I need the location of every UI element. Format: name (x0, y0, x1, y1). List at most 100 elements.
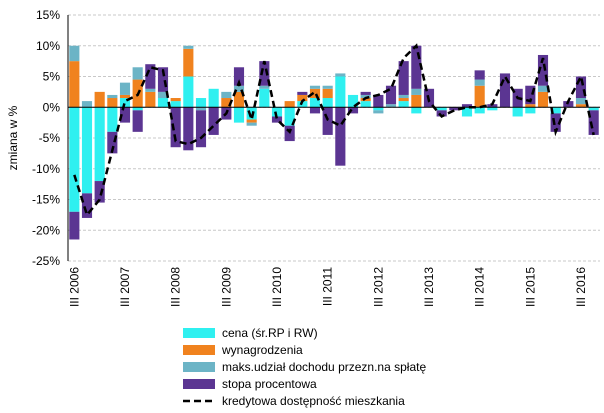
bar-segment (94, 181, 105, 203)
bar-segment (284, 107, 295, 126)
bar-segment (246, 107, 257, 120)
bar-segment (398, 101, 409, 108)
bar-segment (94, 107, 105, 182)
bar-segment (474, 70, 485, 80)
bar-segment (69, 61, 80, 108)
bar-segment (183, 48, 194, 77)
bar-segment (145, 64, 156, 89)
bar-segment (145, 91, 156, 108)
bar-segment (183, 45, 194, 49)
bar-segment (550, 107, 561, 114)
bar-segment (170, 101, 181, 108)
bar-segment (322, 107, 333, 135)
x-tick-label: III 2009 (219, 267, 233, 307)
bar-segment (588, 107, 599, 111)
bar-segment (183, 76, 194, 108)
y-tick-label: -25% (32, 254, 60, 268)
bar-segment (436, 110, 447, 117)
x-tick-label: III 2008 (169, 267, 183, 307)
bar-segment (208, 107, 219, 135)
legend-swatch (183, 345, 215, 355)
bar-segment (537, 85, 549, 92)
y-tick-label: 0% (43, 100, 61, 114)
bar-segment (525, 107, 536, 114)
bar-segment (284, 101, 295, 108)
bar-segment (373, 110, 384, 114)
bar-segment (246, 122, 257, 126)
y-axis-title: zmiana w % (6, 105, 20, 170)
bar-segment (107, 94, 118, 99)
bar-segment (411, 88, 422, 95)
legend-swatch (183, 328, 215, 338)
x-tick-label: III 2006 (67, 267, 81, 307)
bar-segment (107, 107, 118, 132)
bar-segment (487, 107, 498, 111)
bar-segment (132, 107, 143, 111)
bar-segment (550, 113, 561, 132)
bar-segment (233, 91, 245, 108)
bar-segment (373, 107, 384, 111)
bar-segment (271, 107, 283, 117)
bar-segment (233, 85, 245, 92)
bar-segment (322, 85, 333, 89)
bar-segment (474, 79, 485, 86)
bar-segment (360, 91, 371, 95)
bar-segment (183, 107, 194, 151)
bar-segment (575, 104, 587, 108)
bar-segment (499, 73, 511, 108)
bar-segment (246, 119, 257, 123)
bar-segment (157, 91, 169, 99)
bar-segment (474, 85, 485, 108)
bar-segment (170, 107, 181, 148)
bar-segment (335, 73, 346, 77)
bar-segment (347, 94, 359, 108)
legend-label: maks.udział dochodu przezn.na spłatę (222, 360, 426, 374)
y-tick-label: 5% (43, 70, 61, 84)
bar-segment (119, 107, 131, 123)
bar-segment (309, 88, 321, 99)
bar-segment (575, 98, 587, 105)
legend-label: kredytowa dostępność mieszkania (222, 394, 405, 408)
bar-segment (119, 98, 131, 108)
bar-segment (170, 98, 181, 102)
x-tick-label: III 2012 (371, 267, 385, 307)
x-tick-label: III 2016 (574, 267, 588, 307)
x-tick-label: III 2014 (473, 267, 487, 307)
bar-segment (233, 107, 245, 123)
bar-segment (107, 98, 118, 108)
bar-segment (221, 91, 232, 99)
bar-segment (157, 67, 169, 92)
bar-segment (525, 85, 536, 105)
bar-segment (309, 98, 321, 108)
bar-segment (107, 131, 118, 154)
bar-segment (525, 104, 536, 108)
bar-segment (81, 193, 93, 218)
line (73, 43, 595, 218)
bar-segment (271, 116, 283, 123)
x-tick-label: III 2011 (321, 267, 335, 306)
bar-segment (309, 107, 321, 114)
y-tick-label: -10% (32, 162, 60, 176)
bar-segment (411, 94, 422, 108)
bar-segment (335, 107, 346, 166)
bar-segment (157, 98, 169, 108)
bar-segment (436, 107, 447, 111)
bar-segment (537, 91, 549, 108)
legend-swatch (183, 362, 215, 372)
bar-segment (487, 104, 498, 108)
y-tick-label: -20% (32, 223, 60, 237)
bar-segment (360, 94, 371, 99)
bar-segment (322, 88, 333, 99)
y-tick-label: -15% (32, 193, 60, 207)
x-tick-label: III 2015 (523, 267, 537, 307)
bar-segment (360, 101, 371, 108)
bar-segment (233, 67, 245, 86)
bar-segment (411, 107, 422, 114)
bar-segment (411, 45, 422, 89)
bar-segment (119, 94, 131, 99)
y-tick-label: -5% (39, 131, 61, 145)
bar-segment (347, 107, 359, 114)
bar-segment (322, 98, 333, 108)
y-tick-label: 10% (36, 39, 60, 53)
bar-segment (81, 107, 93, 194)
